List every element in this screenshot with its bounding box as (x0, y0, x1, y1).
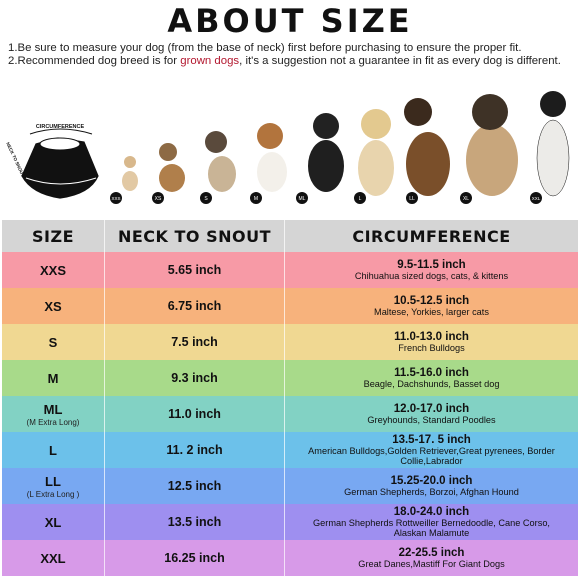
dog-tag-xl: XL (463, 196, 469, 202)
breed-list: Great Danes,Mastiff For Giant Dogs (358, 559, 505, 569)
circumference-value: 9.5-11.5 inch (397, 259, 466, 271)
breed-list: Chihuahua sized dogs, cats, & kittens (354, 271, 509, 281)
breed-list: Greyhounds, Standard Poodles (367, 415, 496, 425)
header-neck-to-snout: NECK TO SNOUT (105, 220, 285, 252)
circumference-value: 15.25-20.0 inch (390, 475, 473, 487)
table-row: XS 6.75 inch 10.5-12.5 inch Maltese, York… (2, 288, 578, 324)
note-2-end: , it's a suggestion not a guarantee in f… (239, 55, 561, 67)
note-1: 1.Be sure to measure your dog (from the … (8, 42, 522, 54)
dog-ml: ML (296, 113, 344, 204)
neck-value: 11. 2 inch (166, 443, 223, 457)
table-row: LL (L Extra Long ) 12.5 inch 15.25-20.0 i… (2, 468, 578, 504)
neck-value: 13.5 inch (167, 515, 222, 529)
dog-xl: XL (460, 94, 518, 204)
table-row: XXL 16.25 inch 22-25.5 inch Great Danes,M… (2, 540, 578, 576)
dog-ll: LL (404, 98, 450, 204)
neck-opening (39, 137, 81, 151)
note-2-highlight: grown dogs (180, 55, 240, 67)
breed-list: French Bulldogs (398, 343, 465, 353)
circumference-value: 22-25.5 inch (398, 547, 465, 559)
jacket-outline (21, 137, 99, 199)
dog-size-illustration: CIRCUMFERENCE NECK TO SNOUT XXS XS S M M… (5, 91, 570, 204)
table-row: L 11. 2 inch 13.5-17. 5 inch American Bul… (2, 432, 578, 468)
note-2-start: 2.Recommended dog breed is for (8, 55, 181, 67)
dog-l: L (354, 109, 394, 204)
circumference-value: 10.5-12.5 inch (393, 295, 470, 307)
dog-m: M (250, 123, 287, 204)
size-value: LL (45, 473, 61, 489)
size-value: L (49, 442, 57, 458)
table-header: SIZE NECK TO SNOUT CIRCUMFERENCE (2, 220, 578, 252)
neck-value: 6.75 inch (167, 299, 222, 313)
circumference-arrow (29, 128, 93, 135)
neck-value: 12.5 inch (167, 479, 222, 493)
breed-list: Maltese, Yorkies, larger cats (374, 307, 489, 317)
circumference-value: 11.0-13.0 inch (394, 331, 469, 343)
dog-xxl: XXL (530, 91, 570, 204)
breed-list: German Shepherds Rottweiller Bernedoodle… (313, 518, 550, 538)
size-value: S (48, 334, 58, 350)
circumference-label: CIRCUMFERENCE (36, 124, 85, 130)
header-size: SIZE (2, 220, 105, 252)
size-notes: 1.Be sure to measure your dog (from the … (8, 42, 574, 68)
dog-tag-m: M (254, 196, 258, 202)
size-value: XL (44, 514, 62, 530)
dog-tag-xxl: XXL (532, 196, 541, 201)
circumference-value: 12.0-17.0 inch (393, 403, 470, 415)
dog-tag-ll: LL (409, 196, 415, 202)
dog-tag-l: L (359, 196, 362, 202)
dog-tag-xxs: XXS (111, 196, 120, 201)
neck-value: 11.0 inch (168, 407, 221, 421)
neck-value: 16.25 inch (164, 551, 225, 565)
dog-xs: XS (152, 143, 185, 204)
dog-s: S (200, 131, 236, 204)
table-row: XL 13.5 inch 18.0-24.0 inch German Shephe… (2, 504, 578, 540)
neck-value: 7.5 inch (171, 335, 218, 349)
table-row: S 7.5 inch 11.0-13.0 inch French Bulldogs (2, 324, 578, 360)
size-value: M (47, 370, 59, 386)
circumference-value: 13.5-17. 5 inch (392, 434, 471, 446)
page-title: ABOUT SIZE (167, 2, 413, 40)
table-row: M 9.3 inch 11.5-16.0 inch Beagle, Dachshu… (2, 360, 578, 396)
header-circumference: CIRCUMFERENCE (352, 226, 511, 246)
breed-list: Beagle, Dachshunds, Basset dog (363, 379, 500, 389)
neck-value: 9.3 inch (171, 371, 218, 385)
dog-tag-xs: XS (155, 196, 162, 202)
size-value: ML (43, 401, 63, 417)
circumference-value: 18.0-24.0 inch (393, 506, 470, 518)
circumference-value: 11.5-16.0 inch (394, 367, 469, 379)
measurement-diagram: CIRCUMFERENCE NECK TO SNOUT (5, 124, 99, 199)
size-note: (L Extra Long ) (26, 489, 80, 499)
table-row: XXS 5.65 inch 9.5-11.5 inch Chihuahua siz… (2, 252, 578, 288)
dog-tag-ml: ML (299, 196, 306, 202)
dog-tag-s: S (204, 196, 208, 202)
size-value: XXS (39, 262, 66, 278)
dog-xxs: XXS (110, 156, 138, 204)
note-2: 2.Recommended dog breed is for grown dog… (8, 55, 574, 68)
size-value: XS (44, 298, 62, 314)
neck-to-snout-label: NECK TO SNOUT (5, 141, 25, 177)
neck-value: 5.65 inch (167, 263, 222, 277)
table-row: ML (M Extra Long) 11.0 inch 12.0-17.0 inc… (2, 396, 578, 432)
size-note: (M Extra Long) (26, 417, 80, 427)
size-value: XXL (40, 550, 66, 566)
breed-list: American Bulldogs,Golden Retriever,Great… (308, 446, 555, 466)
breed-list: German Shepherds, Borzoi, Afghan Hound (344, 487, 519, 497)
jacket-hem (25, 177, 97, 185)
